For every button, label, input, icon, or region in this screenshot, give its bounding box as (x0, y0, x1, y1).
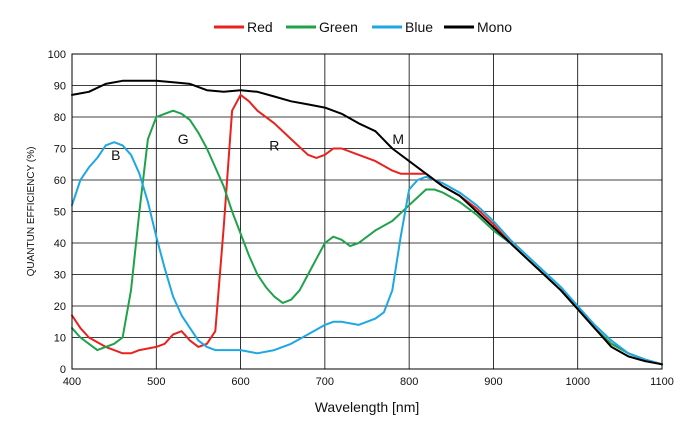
x-tick-label: 400 (63, 376, 81, 388)
x-tick-label: 600 (231, 376, 249, 388)
y-tick-label: 50 (54, 207, 66, 219)
curve-label-g: G (178, 131, 189, 147)
legend-label-blue: Blue (405, 19, 433, 35)
x-tick-label: 1000 (565, 376, 589, 388)
x-tick-label: 700 (316, 376, 334, 388)
series-lines (71, 79, 663, 366)
y-tick-label: 90 (54, 81, 66, 93)
y-tick-label: 0 (60, 364, 66, 376)
y-tick-label: 20 (54, 301, 66, 313)
legend-label-green: Green (319, 19, 358, 35)
legend: Red Green Blue Mono (214, 19, 512, 35)
y-axis-title: QUANTUN EFFICIENCY (%) (26, 147, 37, 277)
curve-label-m: M (392, 131, 404, 147)
x-tick-labels: 400 500 600 700 800 900 1000 1100 (63, 376, 674, 388)
curve-label-r: R (269, 137, 279, 153)
series-line-mono (71, 79, 663, 366)
curve-annotations: B G R M (111, 131, 404, 163)
series-line-blue (71, 141, 663, 366)
y-tick-label: 40 (54, 238, 66, 250)
legend-label-red: Red (247, 19, 273, 35)
grid (71, 53, 663, 370)
y-tick-label: 60 (54, 175, 66, 187)
plot-frame (71, 53, 663, 370)
y-tick-label: 10 (54, 333, 66, 345)
y-tick-label: 30 (54, 270, 66, 282)
series-line-red (71, 93, 663, 366)
x-tick-label: 800 (400, 376, 418, 388)
x-tick-label: 1100 (650, 376, 674, 388)
y-tick-label: 100 (48, 49, 66, 61)
curve-label-b: B (111, 147, 120, 163)
y-tick-label: 80 (54, 112, 66, 124)
y-tick-labels: 0 10 20 30 40 50 60 70 80 90 100 (48, 49, 66, 376)
x-axis-title: Wavelength [nm] (315, 399, 420, 415)
x-tick-label: 500 (147, 376, 165, 388)
y-tick-label: 70 (54, 144, 66, 156)
x-tick-label: 900 (484, 376, 502, 388)
legend-label-mono: Mono (477, 19, 512, 35)
